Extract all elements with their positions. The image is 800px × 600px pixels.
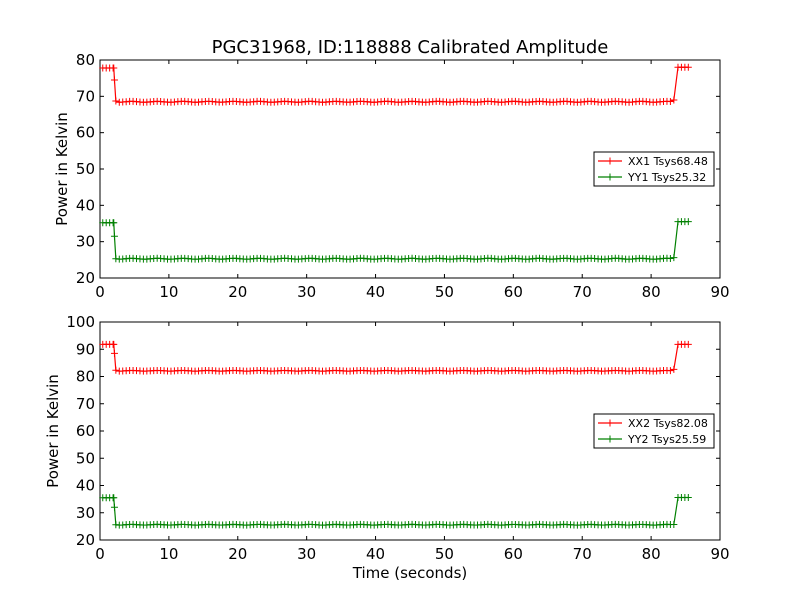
x-axis-label: Time (seconds) bbox=[352, 564, 468, 582]
x-tick-label: 40 bbox=[366, 545, 385, 563]
legend-label: XX1 Tsys68.48 bbox=[628, 155, 708, 168]
legend-marker bbox=[606, 173, 614, 181]
y-tick-label: 80 bbox=[76, 51, 95, 69]
data-point bbox=[670, 520, 678, 528]
data-point bbox=[110, 219, 118, 227]
legend-marker bbox=[606, 157, 614, 165]
y-tick-label: 60 bbox=[76, 124, 95, 142]
y-tick-label: 20 bbox=[76, 269, 95, 287]
legend-label: YY2 Tsys25.59 bbox=[627, 433, 706, 446]
y-tick-label: 50 bbox=[76, 160, 95, 178]
top-panel: 0 10 20 30 40 50 60 70 80 90 20 30 40 50 60 70 80 Power i… bbox=[53, 51, 730, 301]
series-xx bbox=[99, 340, 692, 375]
x-tick-label: 40 bbox=[366, 283, 385, 301]
legend: XX1 Tsys68.48 YY1 Tsys25.32 bbox=[593, 151, 715, 187]
x-tick-label: 0 bbox=[95, 283, 105, 301]
x-tick-label: 70 bbox=[573, 283, 592, 301]
y-tick-label: 90 bbox=[76, 340, 95, 358]
legend-marker bbox=[606, 419, 614, 427]
y-tick-label: 40 bbox=[76, 196, 95, 214]
y-axis-label: Power in Kelvin bbox=[53, 112, 71, 226]
data-point bbox=[684, 493, 692, 501]
data-point bbox=[110, 64, 118, 72]
x-tick-label: 20 bbox=[228, 545, 247, 563]
legend-box bbox=[593, 151, 715, 187]
x-tick-label: 60 bbox=[504, 545, 523, 563]
bottom-panel: 0 10 20 30 40 50 60 70 80 90 20 30 40 50 60 70 80 90 100 Po… bbox=[44, 313, 730, 563]
legend-box bbox=[593, 413, 715, 449]
series-xx bbox=[99, 63, 692, 106]
data-point bbox=[666, 98, 674, 106]
legend-marker bbox=[606, 435, 614, 443]
data-point bbox=[666, 367, 674, 375]
x-tick-label: 30 bbox=[297, 283, 316, 301]
x-tick-label: 90 bbox=[710, 283, 729, 301]
y-tick-label: 40 bbox=[76, 477, 95, 495]
x-tick-label: 20 bbox=[228, 283, 247, 301]
y-tick-label: 100 bbox=[66, 313, 95, 331]
data-point bbox=[684, 340, 692, 348]
data-point bbox=[670, 96, 678, 104]
y-tick-label: 60 bbox=[76, 422, 95, 440]
x-tick-label: 90 bbox=[710, 545, 729, 563]
data-point bbox=[112, 366, 120, 374]
x-tick-label: 60 bbox=[504, 283, 523, 301]
x-tick-label: 80 bbox=[642, 283, 661, 301]
y-tick-label: 30 bbox=[76, 233, 95, 251]
y-tick-label: 30 bbox=[76, 504, 95, 522]
data-point bbox=[110, 503, 118, 511]
data-point bbox=[666, 254, 674, 262]
data-point bbox=[110, 349, 118, 357]
x-tick-label: 10 bbox=[159, 545, 178, 563]
data-point bbox=[684, 218, 692, 226]
x-tick-label: 70 bbox=[573, 545, 592, 563]
y-tick-label: 50 bbox=[76, 449, 95, 467]
legend-label: XX2 Tsys82.08 bbox=[628, 417, 708, 430]
series-yy bbox=[99, 218, 692, 263]
data-point bbox=[670, 254, 678, 262]
y-axis-label: Power in Kelvin bbox=[44, 374, 62, 488]
data-point bbox=[110, 232, 118, 240]
y-tick-label: 70 bbox=[76, 395, 95, 413]
data-point bbox=[110, 76, 118, 84]
chart-title: PGC31968, ID:118888 Calibrated Amplitude bbox=[212, 37, 609, 58]
x-tick-label: 10 bbox=[159, 283, 178, 301]
legend-label: YY1 Tsys25.32 bbox=[627, 171, 706, 184]
y-tick-label: 70 bbox=[76, 87, 95, 105]
x-tick-label: 50 bbox=[435, 283, 454, 301]
data-point bbox=[684, 63, 692, 71]
data-point bbox=[110, 494, 118, 502]
data-point bbox=[112, 97, 120, 105]
x-tick-label: 80 bbox=[642, 545, 661, 563]
x-tick-label: 30 bbox=[297, 545, 316, 563]
y-tick-label: 80 bbox=[76, 368, 95, 386]
x-tick-label: 0 bbox=[95, 545, 105, 563]
y-tick-label: 20 bbox=[76, 531, 95, 549]
x-tick-label: 50 bbox=[435, 545, 454, 563]
data-point bbox=[110, 340, 118, 348]
data-point bbox=[670, 365, 678, 373]
series-yy bbox=[99, 493, 692, 529]
legend: XX2 Tsys82.08 YY2 Tsys25.59 bbox=[593, 413, 715, 449]
